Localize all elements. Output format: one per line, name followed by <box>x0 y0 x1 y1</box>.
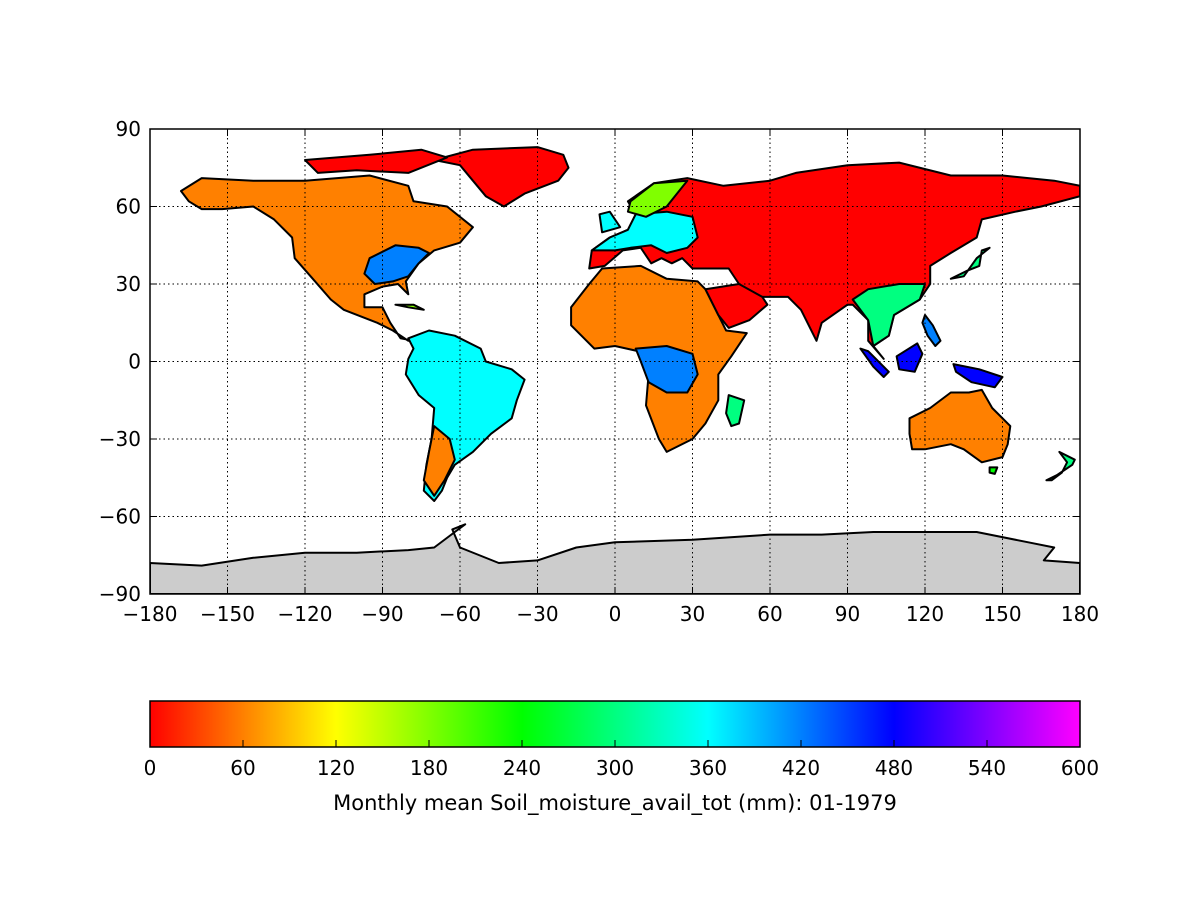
map-area: −180 −150 −120 −90 −60 −30 0 30 60 90 120 150 180 90… <box>99 117 1099 626</box>
x-tick-label: −60 <box>439 602 481 626</box>
y-axis-ticks: 90 60 30 0 −30 −60 −90 <box>99 117 1080 606</box>
region-patagonia-dry <box>422 425 456 497</box>
x-tick-label: −180 <box>123 602 178 626</box>
y-tick-label: 0 <box>128 350 141 374</box>
colorbar-label: Monthly mean Soil_moisture_avail_tot (mm… <box>333 791 897 816</box>
region-philippines <box>921 314 942 347</box>
land-regions <box>150 146 1080 594</box>
y-tick-label: 30 <box>116 272 141 296</box>
x-tick-label: −90 <box>361 602 403 626</box>
x-axis-ticks: −180 −150 −120 −90 −60 −30 0 30 60 90 120 150 180 <box>123 129 1099 626</box>
x-tick-label: 90 <box>835 602 860 626</box>
region-australia <box>908 388 1012 464</box>
x-tick-label: 0 <box>609 602 622 626</box>
region-sumatra <box>859 347 890 378</box>
x-tick-label: −120 <box>278 602 333 626</box>
x-tick-label: 120 <box>906 602 944 626</box>
region-southeast-asia-wet <box>851 283 926 347</box>
y-tick-label: 90 <box>116 117 141 141</box>
region-arabia-dry <box>704 283 769 329</box>
region-central-africa <box>634 345 699 394</box>
y-tick-label: −30 <box>99 427 141 451</box>
region-north-america <box>180 174 474 342</box>
colorbar-tick-label: 360 <box>689 756 727 780</box>
colorbar-tick-label: 600 <box>1061 756 1099 780</box>
y-tick-label: −90 <box>99 582 141 606</box>
region-japan <box>949 246 991 280</box>
colorbar-tick-label: 60 <box>230 756 255 780</box>
region-cuba <box>394 303 425 311</box>
colorbar-tick-label: 420 <box>782 756 820 780</box>
region-europe-wet <box>590 210 699 254</box>
region-madagascar <box>725 394 746 428</box>
region-eastern-us <box>363 244 430 285</box>
x-tick-label: −150 <box>200 602 255 626</box>
colorbar-tick-label: 180 <box>410 756 448 780</box>
colorbar-tick-label: 480 <box>875 756 913 780</box>
region-canadian-arctic <box>304 148 449 174</box>
colorbar-tick-label: 540 <box>968 756 1006 780</box>
x-tick-label: −30 <box>516 602 558 626</box>
colorbar-tick-label: 240 <box>503 756 541 780</box>
region-uk <box>598 210 622 234</box>
region-antarctica <box>150 523 1080 594</box>
colorbar-ticks: 0 60 120 180 240 300 360 420 480 540 600 <box>144 740 1099 780</box>
x-tick-label: 30 <box>680 602 705 626</box>
region-borneo <box>895 342 924 373</box>
colorbar-tick-label: 300 <box>596 756 634 780</box>
region-tasmania <box>988 466 999 475</box>
x-tick-label: 60 <box>757 602 782 626</box>
x-tick-label: 180 <box>1061 602 1099 626</box>
colorbar-tick-label: 0 <box>144 756 157 780</box>
colorbar-gradient <box>149 700 1081 748</box>
region-new-guinea <box>952 363 1004 389</box>
x-tick-label: 150 <box>983 602 1021 626</box>
region-scandinavia <box>626 179 689 218</box>
region-greenland <box>433 146 570 208</box>
map-gridlines <box>150 129 1080 594</box>
colorbar: 0 60 120 180 240 300 360 420 480 540 600 Monthly m… <box>144 700 1099 816</box>
y-tick-label: −60 <box>99 505 141 529</box>
y-tick-label: 60 <box>116 195 141 219</box>
colorbar-tick-label: 120 <box>317 756 355 780</box>
region-new-zealand <box>1045 450 1076 482</box>
